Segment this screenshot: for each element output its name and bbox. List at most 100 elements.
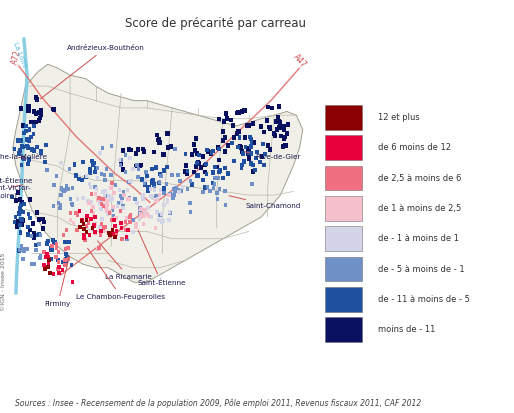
Bar [221,176,225,180]
Bar [124,235,128,239]
Bar [69,218,72,222]
Bar [141,147,145,152]
Bar [142,214,146,218]
Bar [125,188,129,192]
Bar [87,233,91,237]
Bar [49,247,52,252]
Bar [237,144,242,149]
Bar [69,211,72,215]
Bar [278,125,282,130]
Bar [19,247,22,252]
Bar [120,200,123,204]
Bar [27,107,31,112]
Bar [88,182,91,186]
Bar [259,159,262,164]
Bar [81,160,85,164]
Bar [45,168,49,172]
Bar [143,182,147,187]
Bar [22,202,26,206]
Bar [71,203,75,206]
Bar [34,111,39,116]
Bar [58,271,61,275]
Bar [275,127,279,132]
Bar [162,186,166,190]
Bar [126,228,130,232]
Bar [125,216,129,220]
Bar [157,140,161,145]
Bar [188,201,192,205]
Bar [192,142,196,147]
Bar [205,172,209,176]
Bar [43,267,47,271]
Bar [172,193,176,197]
Bar [22,131,26,135]
Bar [325,166,362,190]
Bar [112,218,116,222]
Bar [77,177,81,181]
Bar [251,163,255,167]
Bar [250,182,254,186]
Bar [48,271,52,275]
Bar [173,147,177,151]
Bar [266,104,270,109]
Bar [22,249,26,253]
Text: de 2,5 à moins de 6: de 2,5 à moins de 6 [378,173,462,183]
Bar [115,229,118,233]
Bar [125,235,129,239]
Bar [102,194,106,198]
Bar [80,178,84,182]
Bar [325,318,362,342]
Bar [87,221,90,225]
Bar [63,258,66,262]
Bar [20,244,23,248]
Bar [246,152,250,156]
Bar [20,138,23,142]
Bar [52,204,56,208]
Bar [325,135,362,160]
Bar [217,176,221,180]
Bar [94,215,97,219]
Bar [65,184,68,188]
Bar [137,166,140,171]
Bar [94,192,97,197]
Bar [96,247,100,251]
Bar [143,178,147,183]
Bar [46,242,49,247]
Bar [52,183,56,188]
Bar [247,123,251,128]
Bar [110,181,114,185]
Bar [26,225,30,229]
Bar [224,111,228,116]
Bar [158,192,161,197]
Bar [22,247,25,252]
Bar [123,220,127,223]
Bar [37,242,41,247]
Bar [229,118,233,123]
Bar [39,151,43,156]
Bar [63,240,67,244]
Bar [27,212,30,216]
Bar [226,143,230,148]
Bar [121,148,125,153]
Bar [325,105,362,130]
Bar [103,225,107,229]
Bar [221,129,225,134]
Bar [273,119,278,124]
Bar [46,239,50,243]
Bar [13,214,17,219]
Bar [132,230,135,234]
Bar [63,188,67,192]
Bar [35,97,39,102]
Bar [150,215,153,219]
Bar [136,147,140,152]
Bar [59,206,62,210]
Bar [91,211,95,215]
Bar [114,232,118,236]
Bar [46,265,49,269]
Bar [52,272,56,276]
Bar [279,125,283,130]
Bar [204,185,207,190]
Bar [158,213,162,216]
Bar [57,265,61,269]
Bar [56,258,60,262]
